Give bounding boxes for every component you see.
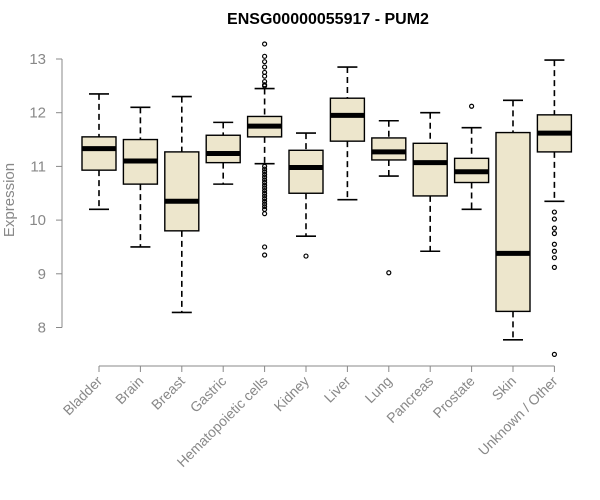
x-tick-label: Breast [148,373,188,413]
outlier-point [262,182,268,188]
y-tick-label: 9 [38,266,46,283]
outlier-point [262,206,268,212]
box-skin [495,99,531,341]
outlier-point [551,241,558,247]
x-tick-label: Kidney [271,373,313,415]
outlier-point [262,73,268,79]
x-tick-label: Bladder [60,373,106,419]
box-unknown-other [536,59,573,357]
box-kidney [288,132,324,259]
outlier-point [551,255,558,261]
y-tick-label: 13 [29,51,46,68]
outlier-point [262,83,268,89]
outlier-point [551,351,558,357]
y-axis: 8 9 10 11 12 13 [29,51,63,337]
outlier-point [262,41,268,47]
outlier-point [551,230,558,237]
outlier-point [262,169,268,175]
outlier-point [551,225,558,231]
box-prostate [453,103,490,211]
y-tick-label: 8 [38,320,46,337]
box-lung [371,119,407,276]
outlier-point [262,163,268,169]
box-iqr [371,137,407,161]
outlier-point [262,171,268,178]
outlier-point [469,103,475,109]
box-brain [122,106,159,248]
outlier-point [262,244,268,250]
outlier-point [262,59,268,65]
y-tick-label: 10 [29,212,46,229]
outlier-point [386,270,392,276]
box-iqr [81,136,117,171]
box-iqr [164,151,200,232]
x-tick-label: Unknown / Other [475,373,561,459]
x-tick-label: Prostate [430,373,478,421]
box-iqr [329,97,366,142]
y-tick-label: 12 [29,105,46,122]
outlier-point [262,193,268,199]
outlier-point [262,211,268,217]
box-gastric [205,121,241,185]
outlier-point [262,252,268,258]
outlier-point [262,185,268,191]
outlier-point [262,196,268,202]
x-tick-label: Liver [321,373,354,406]
box-iqr [205,134,241,164]
box-liver [329,66,366,201]
outlier-point [551,264,558,270]
y-tick-label: 11 [30,158,46,175]
outlier-point [262,177,268,183]
x-tick-label: Lung [362,373,395,406]
outlier-point [262,179,268,186]
outlier-point [551,248,558,254]
box-iqr [495,131,531,313]
x-tick-label: Skin [489,373,520,404]
y-axis-label: Expression [1,163,18,237]
box-bladder [81,93,117,211]
box-breast [164,95,200,314]
outlier-point [303,253,309,259]
box-hematopoietic-cells [246,41,283,258]
outlier-point [262,198,268,204]
outlier-point [551,209,558,215]
outlier-point [551,216,558,222]
box-pancreas [412,111,448,253]
outlier-point [262,190,268,196]
outlier-point [262,204,268,210]
outlier-point [262,187,268,194]
box-iqr [288,149,324,194]
box-iqr [412,142,448,197]
outlier-point [262,166,268,172]
outlier-point [262,201,268,207]
x-tick-label: Brain [112,373,146,407]
chart-title: ENSG00000055917 - PUM2 [227,11,429,28]
boxes [81,41,573,357]
outlier-point [262,64,268,70]
outlier-point [262,53,268,59]
outlier-point [262,174,268,180]
